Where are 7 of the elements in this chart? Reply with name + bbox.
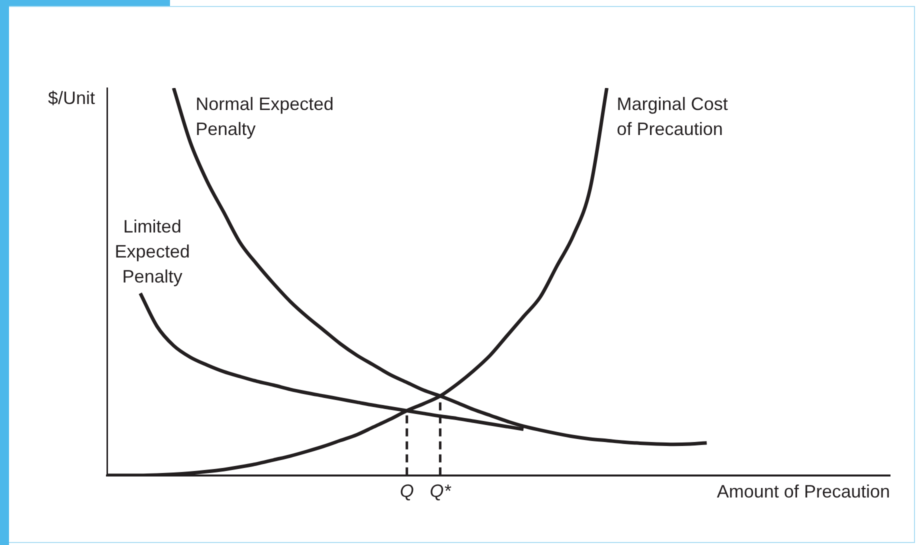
series-label: Normal Expected Penalty bbox=[196, 94, 334, 139]
x-tick-label: Q bbox=[400, 481, 414, 502]
series-label: Limited Expected Penalty bbox=[114, 216, 190, 286]
y-axis-title: $/Unit bbox=[48, 88, 95, 108]
x-axis-title: Amount of Precaution bbox=[716, 481, 890, 502]
series-label: Marginal Cost of Precaution bbox=[616, 94, 728, 139]
x-tick-label: Q* bbox=[430, 481, 452, 502]
